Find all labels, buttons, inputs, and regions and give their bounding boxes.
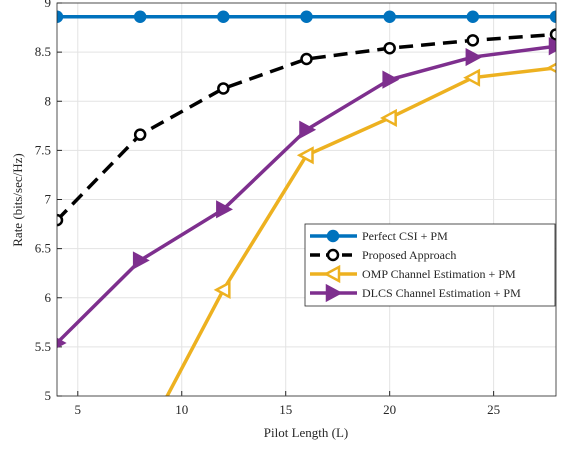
marker (133, 128, 147, 141)
marker (133, 440, 146, 449)
marker (325, 283, 343, 303)
marker (57, 213, 64, 227)
x-axis-label: Pilot Length (L) (264, 425, 349, 440)
marker (323, 264, 341, 284)
marker (466, 10, 480, 24)
legend-label: Proposed Approach (362, 248, 456, 262)
legend-label: DLCS Channel Estimation + PM (362, 286, 521, 300)
marker (549, 28, 556, 41)
marker (549, 10, 556, 24)
marker (132, 251, 150, 270)
y-tick-label: 8.5 (35, 44, 51, 59)
y-tick-label: 6 (45, 290, 52, 305)
series-line (165, 66, 556, 396)
marker (463, 68, 481, 87)
marker (216, 200, 233, 219)
marker (57, 337, 67, 349)
y-tick-label: 5 (45, 388, 52, 403)
y-tick-label: 9 (45, 0, 52, 10)
marker (57, 10, 64, 24)
marker (548, 37, 556, 56)
x-tick-label: 20 (383, 402, 396, 417)
marker (217, 10, 230, 24)
x-tick-label: 15 (279, 402, 292, 417)
y-tick-label: 8 (45, 93, 52, 108)
y-axis-label: Rate (bits/sec/Hz) (10, 153, 25, 247)
y-tick-label: 5.5 (35, 339, 51, 354)
marker (383, 10, 396, 24)
marker (326, 248, 340, 262)
legend-label: Perfect CSI + PM (362, 229, 448, 243)
marker (326, 229, 340, 243)
y-tick-label: 6.5 (35, 241, 51, 256)
marker (465, 47, 483, 67)
axes-box (56, 2, 557, 397)
y-tick-label: 7 (45, 192, 52, 207)
marker (133, 10, 147, 24)
marker (300, 52, 313, 66)
y-tick-label: 7.5 (35, 142, 51, 157)
legend-label: OMP Channel Estimation + PM (362, 267, 516, 281)
marker (299, 120, 317, 139)
marker (546, 62, 556, 74)
marker (296, 146, 314, 165)
marker (382, 70, 400, 89)
marker (213, 280, 231, 299)
marker (380, 108, 397, 128)
x-tick-label: 5 (75, 402, 82, 417)
marker (217, 82, 230, 95)
marker (300, 10, 313, 24)
marker (466, 34, 480, 47)
x-tick-label: 10 (175, 402, 188, 417)
x-tick-label: 25 (487, 402, 500, 417)
marker (383, 41, 396, 55)
